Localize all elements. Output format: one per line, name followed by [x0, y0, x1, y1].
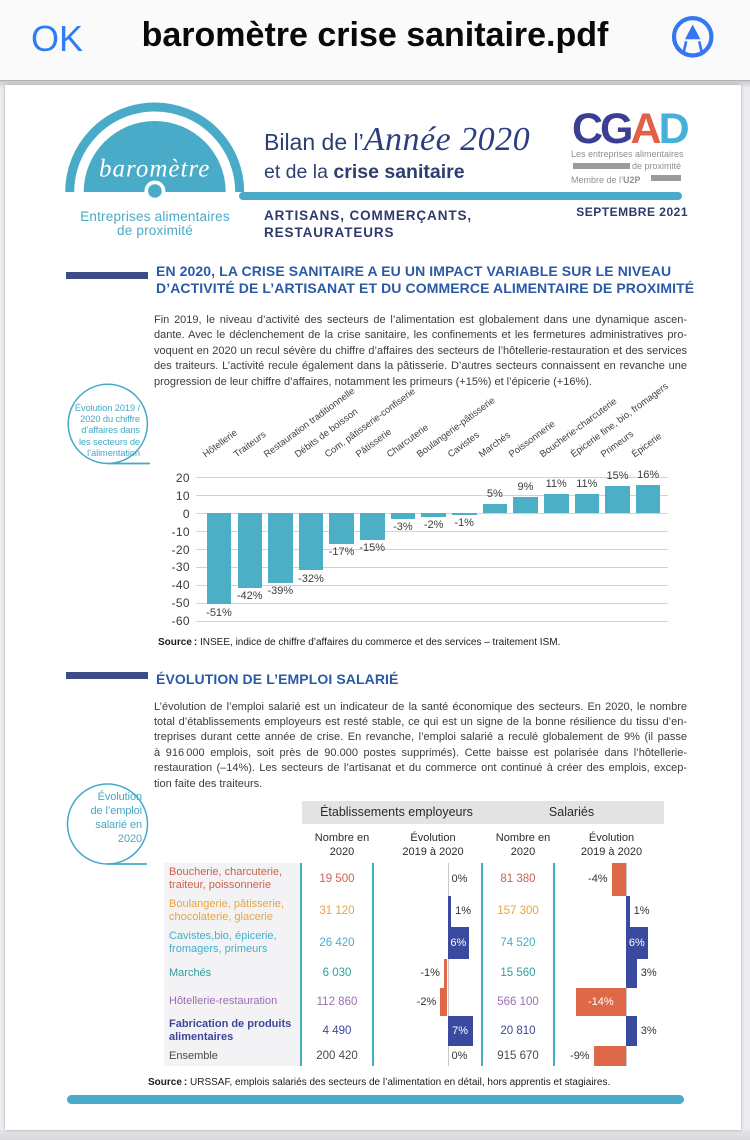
svg-text:baromètre: baromètre [99, 156, 210, 183]
